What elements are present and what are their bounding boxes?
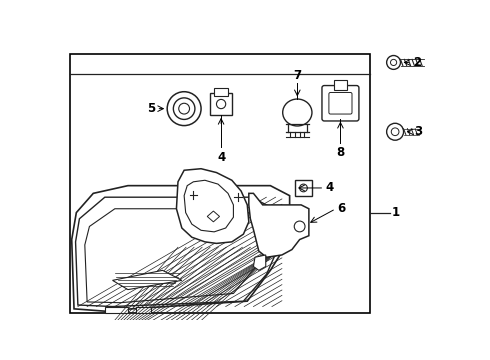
Bar <box>210 93 232 115</box>
Text: 5: 5 <box>147 102 155 115</box>
Circle shape <box>217 99 226 109</box>
Polygon shape <box>72 186 290 311</box>
Polygon shape <box>184 180 233 232</box>
Bar <box>214 88 228 95</box>
Text: 7: 7 <box>293 69 301 82</box>
Polygon shape <box>253 255 266 270</box>
Circle shape <box>167 92 201 126</box>
FancyBboxPatch shape <box>329 93 352 114</box>
Bar <box>136 307 151 314</box>
Bar <box>334 80 347 90</box>
Polygon shape <box>176 169 249 243</box>
Circle shape <box>391 128 399 136</box>
Bar <box>70 54 370 313</box>
Polygon shape <box>249 193 309 257</box>
Ellipse shape <box>283 99 312 126</box>
Polygon shape <box>85 209 269 303</box>
Text: 2: 2 <box>413 56 421 69</box>
Circle shape <box>300 184 307 192</box>
Circle shape <box>387 123 404 140</box>
Text: 4: 4 <box>217 151 225 164</box>
FancyBboxPatch shape <box>322 86 359 121</box>
Polygon shape <box>113 270 182 289</box>
Bar <box>295 180 312 195</box>
Text: 1: 1 <box>392 206 399 219</box>
Text: 6: 6 <box>337 202 345 215</box>
Polygon shape <box>75 197 282 306</box>
Text: 3: 3 <box>415 125 422 138</box>
Circle shape <box>387 55 400 69</box>
Text: 4: 4 <box>326 181 334 194</box>
Text: 8: 8 <box>336 145 344 159</box>
Polygon shape <box>207 211 220 222</box>
Bar <box>105 307 128 314</box>
Circle shape <box>173 98 195 120</box>
Circle shape <box>391 59 397 66</box>
Circle shape <box>179 103 190 114</box>
Circle shape <box>294 221 305 232</box>
